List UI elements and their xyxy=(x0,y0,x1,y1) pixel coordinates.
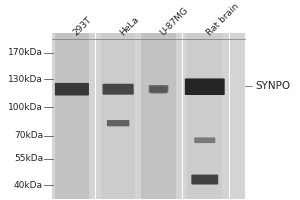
FancyBboxPatch shape xyxy=(101,33,136,199)
Text: 100kDa: 100kDa xyxy=(8,103,43,112)
Text: 70kDa: 70kDa xyxy=(14,131,43,140)
Text: HeLa: HeLa xyxy=(118,15,141,37)
FancyBboxPatch shape xyxy=(185,78,225,95)
FancyBboxPatch shape xyxy=(103,84,134,95)
Text: 293T: 293T xyxy=(72,15,94,37)
FancyBboxPatch shape xyxy=(55,33,89,199)
FancyBboxPatch shape xyxy=(141,33,176,199)
Text: 170kDa: 170kDa xyxy=(8,48,43,57)
FancyBboxPatch shape xyxy=(55,83,89,96)
Text: 40kDa: 40kDa xyxy=(14,181,43,190)
FancyBboxPatch shape xyxy=(149,85,168,93)
FancyBboxPatch shape xyxy=(52,33,245,199)
Text: Rat brain: Rat brain xyxy=(205,2,240,37)
FancyBboxPatch shape xyxy=(188,33,222,199)
Text: U-87MG: U-87MG xyxy=(159,6,190,37)
Text: 55kDa: 55kDa xyxy=(14,154,43,163)
Text: SYNPO: SYNPO xyxy=(255,81,290,91)
FancyBboxPatch shape xyxy=(191,175,218,185)
FancyBboxPatch shape xyxy=(194,137,215,143)
FancyBboxPatch shape xyxy=(107,120,129,126)
FancyBboxPatch shape xyxy=(150,86,167,94)
Text: 130kDa: 130kDa xyxy=(8,75,43,84)
